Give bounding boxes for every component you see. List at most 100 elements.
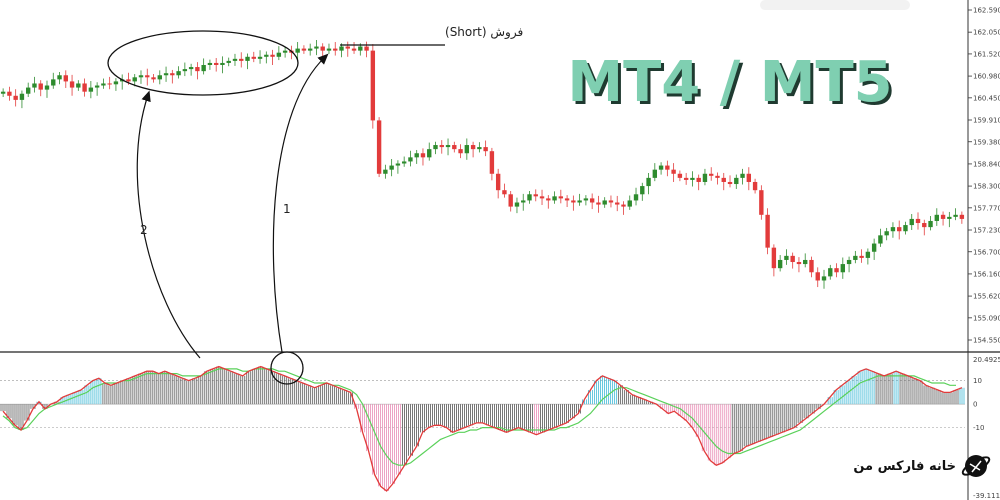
candle-body	[63, 75, 68, 82]
price-tick-label: 156.160	[973, 270, 1000, 278]
candle-body	[871, 243, 877, 252]
candle-body	[940, 214, 946, 219]
oscillator-axis: 20.4925 10 0 -10 -39.1114	[973, 356, 1000, 500]
candle-body	[408, 157, 413, 162]
candle-body	[232, 58, 238, 61]
candle-body	[207, 62, 213, 65]
candle-body	[176, 71, 181, 76]
brand-icon	[961, 455, 991, 477]
candle-body	[395, 163, 401, 166]
candle-body	[333, 48, 338, 51]
candle-body	[76, 83, 81, 88]
candle-body	[596, 202, 601, 205]
candle-body	[132, 77, 137, 82]
candle-body	[351, 48, 357, 51]
candle-body	[683, 177, 689, 180]
price-panel: 162.590 162.050 161.520 160.980 160.450 159.9…	[0, 0, 1000, 352]
candle-body	[640, 186, 645, 195]
price-tick-label: 157.230	[973, 227, 1000, 235]
candle-body	[665, 165, 670, 170]
candle-body	[38, 83, 43, 90]
candle-body	[163, 73, 169, 76]
price-tick-label: 159.380	[973, 138, 1000, 146]
price-tick-label: 159.910	[973, 117, 1000, 125]
candle-body	[859, 255, 864, 258]
candle-body	[928, 220, 933, 228]
candle-body	[295, 48, 300, 53]
oscillator-tick-label: -10	[973, 424, 984, 432]
candle-body	[195, 67, 200, 72]
candle-body	[947, 216, 952, 219]
candle-body	[157, 75, 162, 80]
candle-body	[633, 194, 639, 201]
candle-body	[439, 145, 444, 148]
candle-body	[865, 251, 871, 258]
candle-body	[796, 262, 802, 265]
candle-body	[301, 48, 307, 51]
candle-body	[746, 173, 752, 182]
price-tick-label: 157.770	[973, 204, 1000, 212]
oscillator-main-line	[2, 365, 963, 492]
candle-body	[26, 87, 31, 94]
candle-body	[107, 83, 112, 85]
candle-body	[589, 198, 595, 203]
blurred-header	[760, 0, 910, 10]
price-tick-label: 154.550	[973, 337, 1000, 345]
candlestick-series	[0, 39, 965, 289]
candle-body	[19, 93, 25, 100]
price-tick-label: 162.050	[973, 29, 1000, 37]
candle-body	[69, 81, 75, 88]
candle-body	[420, 153, 426, 158]
annotations: فروش (Short) 1 2	[107, 25, 523, 385]
candle-body	[151, 77, 156, 80]
candle-body	[853, 255, 858, 260]
candle-body	[621, 204, 626, 207]
oscillator-histogram	[0, 366, 965, 492]
candle-body	[170, 73, 175, 76]
candle-body	[508, 194, 513, 207]
candle-body	[608, 200, 614, 203]
candle-body	[370, 50, 376, 121]
price-tick-label: 158.300	[973, 183, 1000, 191]
candle-body	[145, 75, 150, 78]
candle-body	[414, 153, 419, 158]
oscillator-tick-label: 10	[973, 377, 982, 385]
candle-body	[257, 56, 263, 59]
candle-body	[364, 46, 369, 51]
candle-body	[307, 48, 313, 51]
candle-body	[51, 79, 56, 86]
candle-body	[740, 173, 745, 178]
candle-body	[502, 190, 507, 195]
candle-body	[840, 264, 846, 273]
candle-body	[890, 227, 896, 232]
candle-body	[427, 149, 432, 158]
arrow-1-label: 1	[283, 202, 291, 216]
candle-body	[571, 200, 576, 203]
candle-body	[878, 235, 883, 244]
candle-body	[464, 145, 470, 154]
candle-body	[264, 54, 269, 57]
candle-body	[326, 48, 332, 51]
candle-body	[803, 259, 808, 265]
candle-body	[734, 177, 739, 185]
arrow-1	[272, 53, 329, 353]
candle-body	[220, 62, 225, 65]
candle-body	[188, 67, 194, 70]
candle-body	[7, 91, 12, 96]
price-tick-label: 160.450	[973, 94, 1000, 102]
price-axis: 162.590 162.050 161.520 160.980 160.450 159.9…	[968, 7, 1000, 345]
arrow-2-label: 2	[140, 223, 148, 237]
price-tick-label: 156.700	[973, 248, 1000, 256]
candle-body	[138, 75, 144, 78]
candle-body	[339, 46, 344, 51]
candle-body	[88, 87, 94, 92]
candle-body	[809, 259, 814, 273]
candle-body	[13, 95, 18, 100]
candle-body	[564, 198, 570, 201]
candle-body	[433, 145, 438, 150]
candle-body	[615, 202, 620, 205]
candle-body	[514, 202, 520, 207]
candle-body	[383, 169, 388, 174]
candle-body	[401, 161, 407, 164]
